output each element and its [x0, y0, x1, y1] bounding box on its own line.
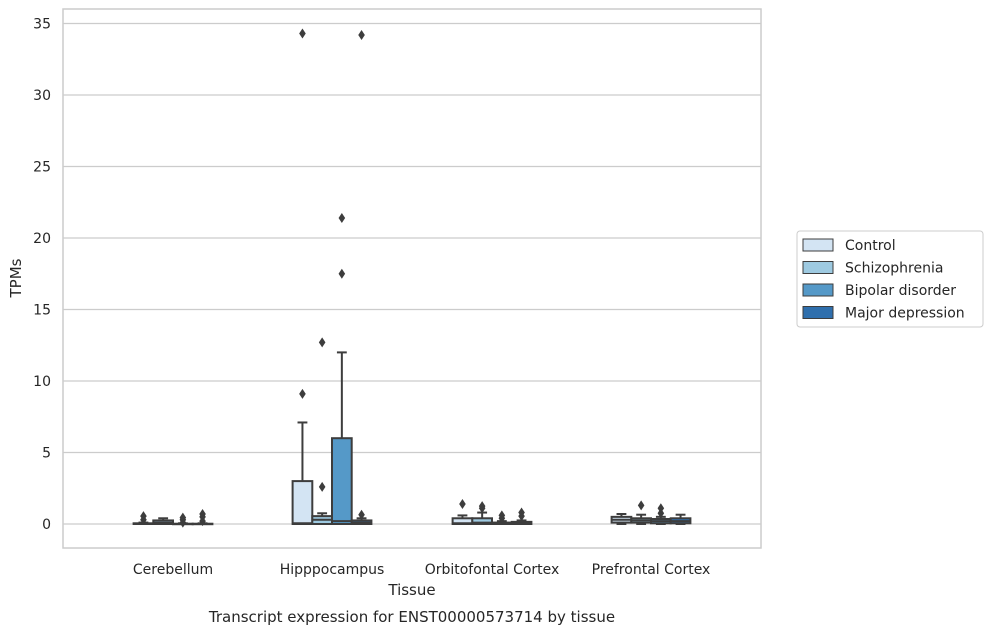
x-tick-hipppocampus: Hipppocampus — [280, 562, 385, 578]
chart-title: Transcript expression for ENST0000057371… — [208, 608, 615, 626]
box-control-prefrontal-cortex — [610, 512, 633, 525]
box-bipolar-disorder-cerebellum-flier-2 — [179, 512, 187, 523]
box-bipolar-disorder-prefrontal-cortex-flier-1 — [657, 503, 665, 514]
box-schizophrenia-orbitofontal-cortex-flier-1 — [478, 501, 486, 512]
y-tick-30: 30 — [33, 88, 51, 104]
legend-swatch-control — [802, 238, 834, 252]
legend: Control Schizophrenia Bipolar disorder Majo… — [796, 230, 984, 328]
box-bipolar-disorder-orbitofontal-cortex — [491, 510, 513, 526]
series-major-depression — [191, 29, 692, 527]
box-major-depression-hipppocampus-flier-0 — [358, 509, 365, 520]
box-major-depression-orbitofontal-cortex — [510, 507, 533, 525]
series-bipolar-disorder — [172, 212, 672, 528]
legend-label-major-depression: Major depression — [845, 306, 965, 322]
box-control-orbitofontal-cortex-flier-0 — [459, 498, 466, 509]
x-tick-labels: Cerebellum Hipppocampus Orbitofontal Corte… — [133, 562, 710, 578]
box-schizophrenia-prefrontal-cortex-flier-0 — [637, 500, 645, 511]
legend-label-control: Control — [845, 238, 896, 254]
series-schizophrenia — [152, 337, 652, 526]
box-control-hipppocampus-iqr — [291, 480, 314, 526]
box-groups — [132, 28, 692, 528]
y-tick-10: 10 — [33, 374, 51, 390]
box-control-hipppocampus-flier-1 — [299, 28, 306, 39]
box-bipolar-disorder-hipppocampus-iqr — [331, 437, 353, 526]
y-axis-label: TPMs — [7, 258, 25, 298]
box-schizophrenia-hipppocampus-flier-0 — [318, 481, 326, 492]
box-control-orbitofontal-cortex — [451, 498, 474, 526]
plot-frame — [62, 8, 762, 549]
box-major-depression-cerebellum-flier-2 — [199, 508, 206, 519]
legend-swatch-schizophrenia — [802, 261, 834, 274]
box-major-depression-hipppocampus-flier-1 — [358, 29, 365, 40]
y-tick-5: 5 — [42, 446, 51, 462]
grid-lines — [63, 22, 761, 525]
y-tick-25: 25 — [33, 160, 51, 176]
box-bipolar-disorder-prefrontal-cortex — [650, 503, 672, 525]
box-bipolar-disorder-cerebellum — [172, 512, 194, 528]
legend-frame — [796, 230, 984, 328]
y-tick-15: 15 — [33, 303, 51, 319]
box-bipolar-disorder-hipppocampus — [331, 212, 353, 526]
legend-swatch-bipolar-disorder — [802, 283, 834, 297]
box-schizophrenia-cerebellum — [152, 517, 175, 525]
legend-label-bipolar-disorder: Bipolar disorder — [845, 283, 956, 299]
x-tick-cerebellum: Cerebellum — [133, 562, 213, 578]
box-control-cerebellum — [132, 511, 155, 525]
y-tick-0: 0 — [42, 517, 51, 533]
x-tick-orbitofontal-cortex: Orbitofontal Cortex — [425, 562, 560, 578]
box-major-depression-cerebellum — [191, 508, 214, 527]
x-tick-prefrontal-cortex: Prefrontal Cortex — [592, 562, 711, 578]
box-control-hipppocampus — [291, 28, 314, 526]
box-schizophrenia-hipppocampus — [311, 337, 333, 526]
x-axis-label: Tissue — [387, 581, 435, 599]
box-bipolar-disorder-orbitofontal-cortex-flier-1 — [498, 510, 506, 521]
box-major-depression-orbitofontal-cortex-flier-1 — [518, 507, 525, 518]
box-major-depression-hipppocampus — [350, 29, 373, 525]
box-control-hipppocampus-flier-0 — [299, 388, 306, 399]
legend-swatch-major-depression — [802, 306, 834, 319]
box-schizophrenia-orbitofontal-cortex — [471, 501, 493, 526]
series-control — [132, 28, 633, 526]
box-schizophrenia-orbitofontal-cortex-iqr — [471, 517, 493, 526]
box-bipolar-disorder-hipppocampus-flier-1 — [338, 212, 346, 223]
box-bipolar-disorder-prefrontal-cortex-flier-0 — [657, 508, 665, 519]
box-schizophrenia-prefrontal-cortex — [630, 500, 652, 525]
box-bipolar-disorder-hipppocampus-flier-0 — [338, 268, 346, 279]
box-schizophrenia-hipppocampus-flier-1 — [318, 337, 326, 348]
y-tick-35: 35 — [33, 17, 51, 33]
box-major-depression-prefrontal-cortex — [669, 513, 692, 525]
y-tick-labels: 0 5 10 15 20 25 30 35 — [33, 17, 51, 534]
y-tick-20: 20 — [33, 231, 51, 247]
legend-label-schizophrenia: Schizophrenia — [845, 261, 943, 277]
box-control-cerebellum-flier-1 — [140, 511, 147, 522]
